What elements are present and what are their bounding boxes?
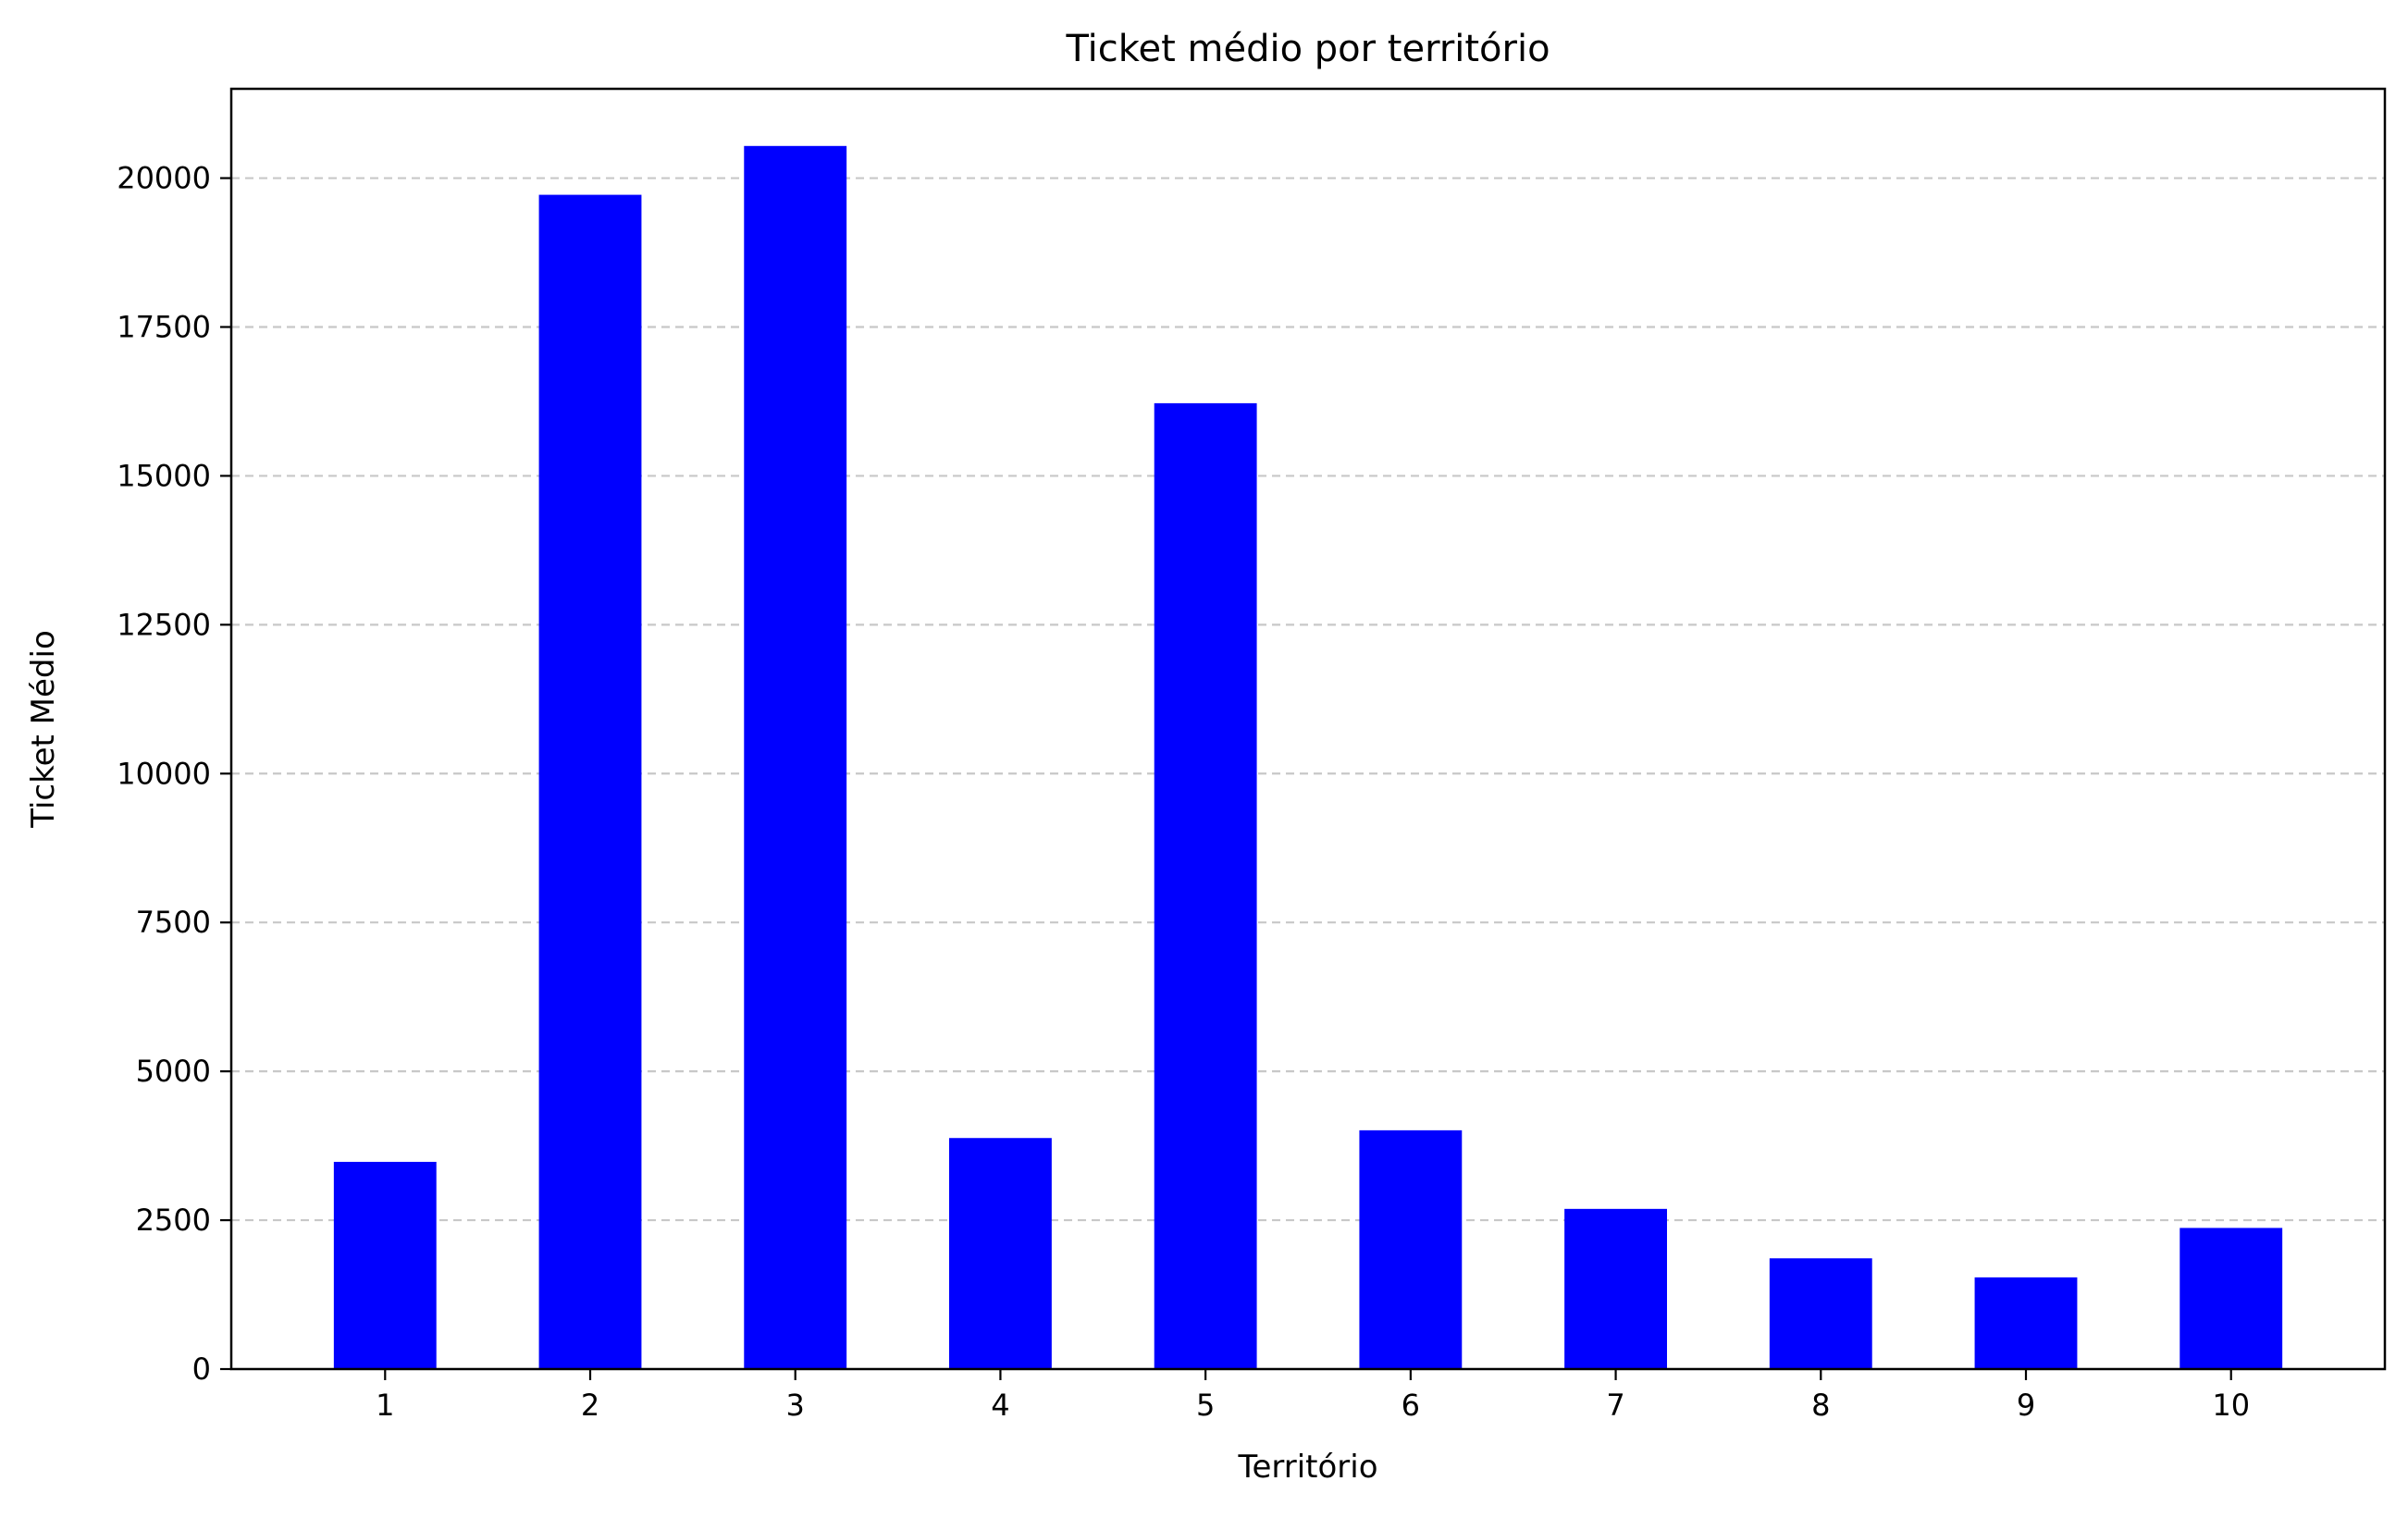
bar-3 xyxy=(744,145,847,1369)
y-tick-label: 5000 xyxy=(136,1054,211,1089)
y-tick-label: 0 xyxy=(192,1351,211,1387)
x-tick-label: 9 xyxy=(2017,1388,2035,1423)
bar-4 xyxy=(949,1138,1052,1369)
x-tick-label: 1 xyxy=(376,1388,394,1423)
bar-1 xyxy=(333,1161,437,1369)
bar-8 xyxy=(1769,1258,1872,1369)
y-tick-label: 20000 xyxy=(117,161,211,196)
y-tick-label: 7500 xyxy=(136,905,211,940)
plot-frame xyxy=(229,87,2387,1371)
x-tick-label: 8 xyxy=(1811,1388,1830,1423)
chart-title: Ticket médio por território xyxy=(1065,28,1550,70)
y-axis-ticks: 0 2500 5000 7500 10000 12500 15000 17500 20000 xyxy=(117,161,231,1387)
bars xyxy=(333,145,2283,1370)
x-tick-label: 3 xyxy=(786,1388,805,1423)
bar-9 xyxy=(1974,1277,2078,1369)
grid-lines xyxy=(231,177,2385,1222)
bar-6 xyxy=(1359,1129,1463,1369)
bar-7 xyxy=(1564,1208,1667,1369)
x-tick-label: 10 xyxy=(2212,1388,2250,1423)
x-tick-label: 7 xyxy=(1606,1388,1624,1423)
x-tick-label: 6 xyxy=(1402,1388,1420,1423)
y-tick-label: 10000 xyxy=(117,756,211,791)
y-tick-label: 17500 xyxy=(117,309,211,344)
x-axis-label: Território xyxy=(1237,1449,1377,1486)
x-tick-label: 4 xyxy=(991,1388,1009,1423)
bar-5 xyxy=(1154,402,1257,1369)
x-axis-ticks: 1 2 3 4 5 6 7 8 9 10 xyxy=(376,1369,2250,1423)
y-tick-label: 2500 xyxy=(136,1203,211,1238)
y-tick-label: 12500 xyxy=(117,607,211,642)
y-tick-label: 15000 xyxy=(117,458,211,493)
bar-10 xyxy=(2180,1228,2283,1369)
bar-2 xyxy=(538,194,642,1370)
x-tick-label: 2 xyxy=(581,1388,599,1423)
y-axis-label: Ticket Médio xyxy=(25,630,62,828)
x-tick-label: 5 xyxy=(1196,1388,1215,1423)
